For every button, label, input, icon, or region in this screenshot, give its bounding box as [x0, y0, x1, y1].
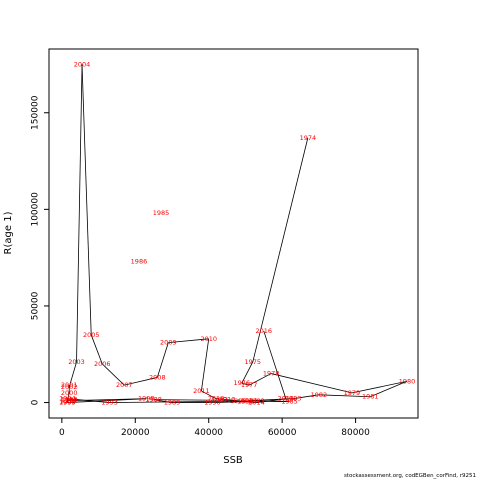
year-label-1989: 1989	[164, 399, 181, 407]
year-label-2003: 2003	[68, 358, 85, 366]
series-segment	[101, 363, 125, 386]
year-label-2000: 2000	[61, 389, 78, 397]
series-segment	[212, 401, 246, 403]
series-segment	[156, 342, 169, 378]
year-label-1983: 1983	[285, 395, 302, 403]
series-segment	[168, 338, 209, 344]
year-label-2004: 2004	[74, 60, 91, 68]
x-axis-title: SSB	[223, 455, 243, 466]
series-segment	[76, 64, 83, 362]
year-label-2001: 2001	[61, 381, 78, 389]
year-label-1980: 1980	[399, 377, 416, 385]
year-label-1995: 1995	[59, 398, 76, 406]
series-segment	[248, 373, 272, 386]
series-segment	[370, 380, 408, 398]
year-label-1975: 1975	[245, 358, 262, 366]
y-tick-label: 150000	[31, 95, 41, 130]
series-segment	[67, 398, 110, 403]
year-label-1986: 1986	[230, 397, 247, 405]
series-segment	[216, 398, 228, 401]
year-label-1997: 1997	[61, 397, 78, 405]
year-label-1976: 1976	[233, 379, 250, 387]
year-label-2006: 2006	[94, 360, 111, 368]
year-label-1986b: 1986	[131, 258, 148, 266]
year-label-2014: 2014	[248, 399, 265, 407]
series-segment	[90, 334, 103, 365]
year-label-2002: 2002	[61, 383, 78, 391]
series-segment	[252, 137, 309, 363]
series-segment	[318, 394, 371, 398]
year-label-2008: 2008	[149, 373, 166, 381]
year-label-2009: 2009	[160, 339, 177, 347]
series-segment	[241, 361, 254, 384]
series-path	[66, 64, 408, 403]
year-label-1978: 1978	[263, 370, 280, 378]
year-label-1996: 1996	[61, 396, 78, 404]
year-label-1982: 1982	[311, 391, 328, 399]
year-label-1992: 1992	[248, 397, 265, 405]
year-label-1979: 1979	[344, 389, 361, 397]
x-tick-label: 0	[59, 428, 65, 438]
year-label-1985b: 1985	[153, 209, 170, 217]
series-segment	[227, 399, 257, 403]
series-segment	[68, 361, 77, 388]
year-label-2007: 2007	[116, 381, 133, 389]
y-tick-label: 0	[31, 399, 41, 405]
series-segment	[271, 373, 353, 394]
year-label-1988: 1988	[145, 396, 162, 404]
year-label-1974: 1974	[300, 134, 317, 142]
y-tick-label: 100000	[31, 192, 41, 227]
series-segment	[109, 400, 257, 403]
year-label-1991: 1991	[237, 398, 254, 406]
year-label-1977: 1977	[241, 381, 258, 389]
series-segment	[124, 377, 158, 386]
x-tick-label: 60000	[268, 428, 297, 438]
year-label-2013: 2013	[219, 396, 236, 404]
x-tick-label: 40000	[194, 428, 223, 438]
x-tick-label: 20000	[121, 428, 150, 438]
series-segment	[81, 64, 92, 335]
series-segment	[66, 392, 70, 403]
series-segment	[153, 399, 220, 401]
year-label-2016: 2016	[256, 327, 273, 335]
series-segment	[201, 390, 217, 400]
y-axis: 0 50000 100000 150000	[31, 95, 49, 405]
x-axis: 0 20000 40000 60000 80000	[59, 418, 370, 438]
series-segment	[256, 398, 286, 403]
year-label-2011: 2011	[193, 387, 210, 395]
credit-text: stockassessment.org, codEGBen_corFind, r…	[343, 473, 476, 479]
year-label-1999: 1999	[59, 399, 76, 407]
year-label-2010: 2010	[200, 335, 217, 343]
year-label-1998: 1998	[138, 395, 155, 403]
year-label-1990: 1990	[204, 399, 221, 407]
y-tick-label: 50000	[31, 291, 41, 320]
series-segment	[293, 394, 319, 400]
year-label-2005: 2005	[83, 331, 100, 339]
year-label-1994: 1994	[59, 395, 76, 403]
series-segment	[241, 382, 250, 386]
series-segment	[200, 338, 210, 392]
series-segment	[67, 398, 147, 403]
year-label-1993: 1993	[101, 399, 118, 407]
series-segment	[351, 380, 408, 394]
y-axis-title: R(age 1)	[3, 211, 14, 254]
plot-frame	[48, 48, 419, 419]
year-label-2015: 2015	[278, 395, 295, 403]
year-label-1984: 1984	[241, 397, 258, 405]
year-label-1987: 1987	[211, 396, 228, 404]
series-segment	[263, 330, 287, 399]
year-label-1985: 1985	[281, 398, 298, 406]
x-tick-label: 80000	[341, 428, 370, 438]
year-label-2012: 2012	[208, 395, 225, 403]
year-label-1981: 1981	[362, 393, 379, 401]
